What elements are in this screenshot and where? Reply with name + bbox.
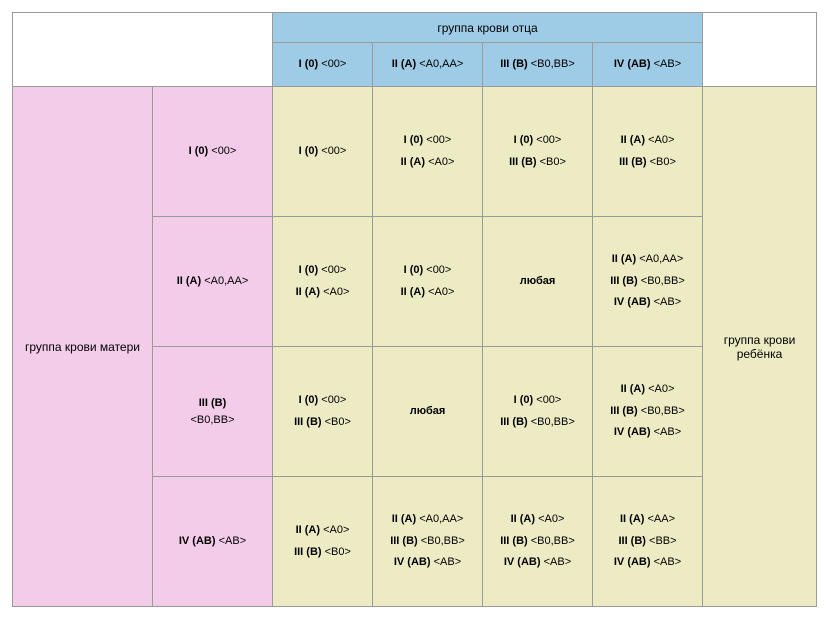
cell-2-2: I (0) <00>III (B) <B0,BB> bbox=[483, 347, 593, 477]
body-row-0: группа крови материI (0) <00>I (0) <00>I… bbox=[13, 87, 817, 217]
corner-cell bbox=[13, 13, 273, 87]
mother-row-3: IV (AB) <AB> bbox=[153, 477, 273, 607]
father-col-0: I (0) <00> bbox=[273, 43, 373, 87]
father-col-2: III (B) <B0,BB> bbox=[483, 43, 593, 87]
cell-3-2: II (A) <A0>III (B) <B0,BB>IV (AB) <AB> bbox=[483, 477, 593, 607]
child-title: группа крови ребёнка bbox=[703, 87, 817, 607]
cell-0-2: I (0) <00>III (B) <B0> bbox=[483, 87, 593, 217]
cell-3-3: II (A) <AA>III (B) <BB>IV (AB) <AB> bbox=[593, 477, 703, 607]
cell-1-1: I (0) <00>II (A) <A0> bbox=[373, 217, 483, 347]
cell-1-0: I (0) <00>II (A) <A0> bbox=[273, 217, 373, 347]
corner-right bbox=[703, 13, 817, 87]
mother-row-2: III (B)<B0,BB> bbox=[153, 347, 273, 477]
mother-row-1: II (A) <A0,AA> bbox=[153, 217, 273, 347]
cell-2-3: II (A) <A0>III (B) <B0,BB>IV (AB) <AB> bbox=[593, 347, 703, 477]
father-col-3: IV (AB) <AB> bbox=[593, 43, 703, 87]
cell-2-0: I (0) <00>III (B) <B0> bbox=[273, 347, 373, 477]
cell-1-3: II (A) <A0,AA>III (B) <B0,BB>IV (AB) <AB… bbox=[593, 217, 703, 347]
cell-0-3: II (A) <A0>III (B) <B0> bbox=[593, 87, 703, 217]
cell-0-1: I (0) <00>II (A) <A0> bbox=[373, 87, 483, 217]
blood-type-table: группа крови отца I (0) <00>II (A) <A0,A… bbox=[12, 12, 817, 607]
father-title: группа крови отца bbox=[273, 13, 703, 43]
cell-0-0: I (0) <00> bbox=[273, 87, 373, 217]
cell-3-0: II (A) <A0>III (B) <B0> bbox=[273, 477, 373, 607]
father-col-1: II (A) <A0,AA> bbox=[373, 43, 483, 87]
cell-2-1: любая bbox=[373, 347, 483, 477]
cell-3-1: II (A) <A0,AA>III (B) <B0,BB>IV (AB) <AB… bbox=[373, 477, 483, 607]
cell-1-2: любая bbox=[483, 217, 593, 347]
mother-row-0: I (0) <00> bbox=[153, 87, 273, 217]
mother-title: группа крови матери bbox=[13, 87, 153, 607]
